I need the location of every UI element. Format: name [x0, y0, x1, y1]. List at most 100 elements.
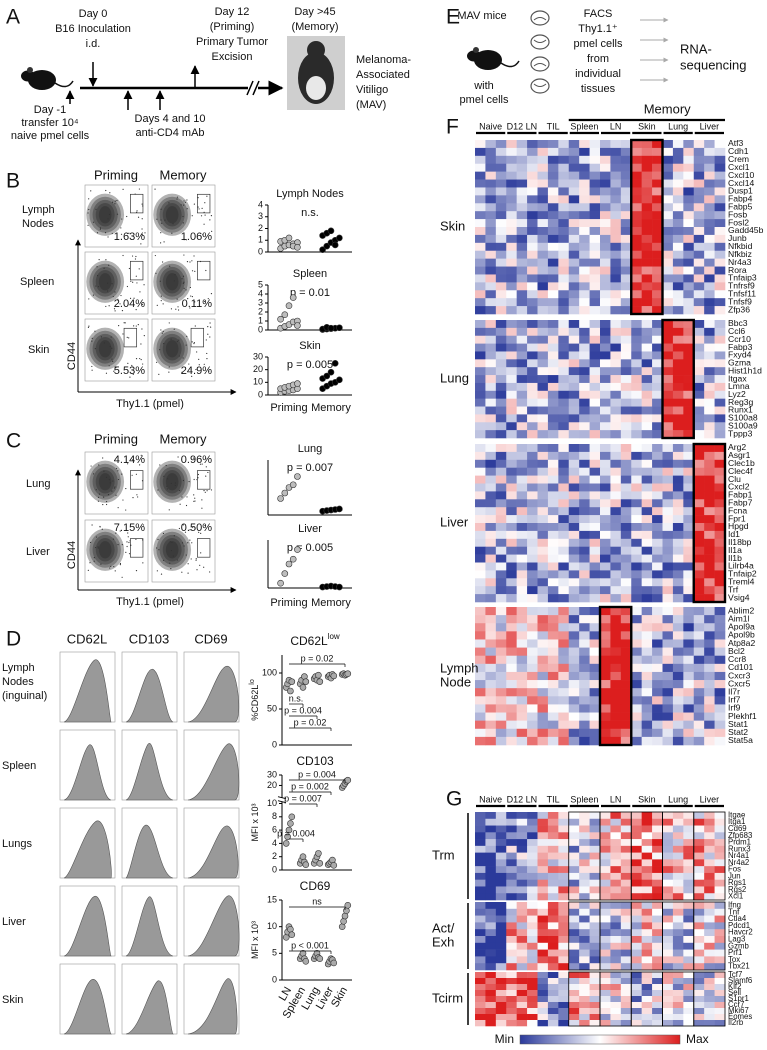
heatmap-cell: [517, 484, 528, 492]
heatmap-cell: [610, 943, 621, 950]
heatmap-cell: [485, 902, 496, 909]
heatmap-cell: [558, 893, 569, 900]
heatmap-cell: [621, 555, 632, 563]
heatmap-cell: [517, 950, 528, 957]
facs-event: [194, 271, 195, 272]
heatmap-cell: [558, 943, 569, 950]
heatmap-cell: [621, 812, 632, 819]
heatmap-cell: [600, 515, 611, 523]
panel-label: D: [6, 628, 21, 651]
heatmap-cell: [610, 274, 621, 282]
heatmap-cell: [683, 306, 694, 314]
heatmap-cell: [590, 274, 601, 282]
heatmap-cell: [590, 839, 601, 846]
heatmap-cell: [621, 267, 632, 275]
heatmap-cell: [475, 721, 486, 729]
heatmap-cell: [527, 839, 538, 846]
heatmap-cell: [517, 282, 528, 290]
heatmap-cell: [610, 555, 621, 563]
heatmap-cell: [663, 996, 674, 1002]
heatmap-cell: [569, 586, 580, 594]
heatmap-cell: [579, 648, 590, 656]
facs-event: [118, 479, 119, 480]
facs-event: [140, 343, 141, 344]
heatmap-cell: [579, 950, 590, 957]
heatmap-cell: [683, 539, 694, 547]
heatmap-cell: [569, 963, 580, 970]
heatmap-cell: [704, 607, 715, 615]
heatmap-cell: [673, 893, 684, 900]
heatmap-cell: [538, 880, 549, 887]
heatmap-cell: [517, 523, 528, 531]
heatmap-cell: [663, 721, 674, 729]
heatmap-cell: [704, 853, 715, 860]
heatmap-cell: [683, 484, 694, 492]
heatmap-cell: [704, 664, 715, 672]
heatmap-cell: [475, 298, 486, 306]
heatmap-cell: [475, 476, 486, 484]
heatmap-cell: [673, 578, 684, 586]
heatmap-cell: [538, 563, 549, 571]
facs-event: [122, 255, 123, 256]
heatmap-cell: [569, 578, 580, 586]
heatmap-cell: [485, 235, 496, 243]
heatmap-cell: [652, 990, 663, 996]
heatmap-cell: [631, 696, 642, 704]
group-label: Priming: [270, 402, 307, 414]
heatmap-cell: [642, 531, 653, 539]
heatmap-cell: [631, 990, 642, 996]
heatmap-cell: [704, 359, 715, 367]
heatmap-cell: [485, 468, 496, 476]
heatmap-cell: [663, 243, 674, 251]
heatmap-cell: [475, 531, 486, 539]
heatmap-cell: [506, 1002, 517, 1008]
heatmap-cell: [538, 219, 549, 227]
stat-label: p = 0.007: [287, 462, 333, 474]
heatmap-cell: [610, 607, 621, 615]
heatmap-cell: [485, 680, 496, 688]
heatmap-cell: [704, 729, 715, 737]
heatmap-cell: [485, 422, 496, 430]
heatmap-cell: [579, 444, 590, 452]
heatmap-cell: [485, 819, 496, 826]
heatmap-cell: [610, 219, 621, 227]
heatmap-cell: [673, 563, 684, 571]
heatmap-cell: [673, 148, 684, 156]
heatmap-cell: [527, 729, 538, 737]
heatmap-cell: [475, 468, 486, 476]
heatmap-cell: [663, 515, 674, 523]
facs-event: [195, 325, 196, 326]
heatmap-cell: [485, 909, 496, 916]
heatmap-cell: [517, 547, 528, 555]
heatmap-cell: [475, 936, 486, 943]
heatmap-cell: [631, 195, 642, 203]
facs-event: [100, 526, 101, 527]
heatmap-cell: [569, 507, 580, 515]
heatmap-cell: [485, 298, 496, 306]
facs-event: [142, 203, 143, 204]
facs-event: [109, 305, 110, 306]
heatmap-cell: [506, 359, 517, 367]
heatmap-cell: [642, 407, 653, 415]
heatmap-cell: [642, 359, 653, 367]
heatmap-cell: [694, 839, 705, 846]
heatmap-cell: [600, 227, 611, 235]
heatmap-cell: [590, 729, 601, 737]
heatmap-cell: [704, 570, 715, 578]
facs-event: [109, 214, 110, 215]
heatmap-cell: [506, 523, 517, 531]
facs-event: [187, 261, 188, 262]
y-tick-label: 0: [272, 864, 277, 874]
heatmap-cell: [506, 1008, 517, 1014]
heatmap-cell: [683, 639, 694, 647]
heatmap-cell: [652, 383, 663, 391]
heatmap-cell: [558, 963, 569, 970]
heatmap-cell: [590, 956, 601, 963]
facs-density: [166, 273, 179, 290]
heatmap-cell: [631, 444, 642, 452]
heatmap-cell: [548, 832, 559, 839]
heatmap-cell: [621, 274, 632, 282]
stat-label: p = 0.005: [287, 542, 333, 554]
heatmap-cell: [694, 832, 705, 839]
heatmap-cell: [548, 187, 559, 195]
